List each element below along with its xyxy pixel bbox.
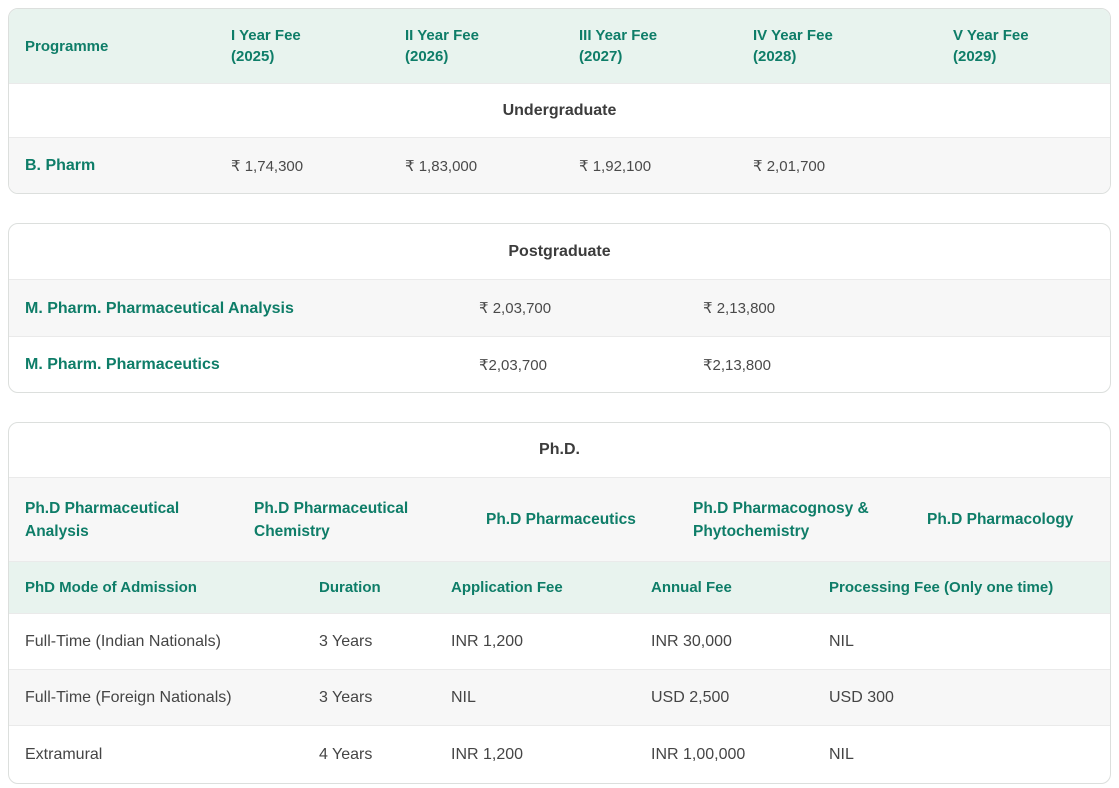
table-row-mpharm-pharmaceutics: M. Pharm. Pharmaceutics ₹2,03,700 ₹2,13,… xyxy=(9,336,1110,392)
fee-value: ₹2,03,700 xyxy=(479,356,547,374)
table-row-extramural: Extramural 4 Years INR 1,200 INR 1,00,00… xyxy=(9,725,1110,783)
annual-fee-value: INR 30,000 xyxy=(651,632,732,650)
column-header-application-fee: Application Fee xyxy=(451,579,563,596)
fee-value: ₹2,13,800 xyxy=(703,356,771,374)
year-fee-year: (2025) xyxy=(231,48,275,65)
table-row-b-pharm: B. Pharm ₹ 1,74,300 ₹ 1,83,000 ₹ 1,92,10… xyxy=(9,137,1110,193)
section-title-postgraduate: Postgraduate xyxy=(508,242,611,260)
fee-table-undergraduate: Programme I Year Fee (2025) II Year Fee … xyxy=(8,8,1111,194)
fee-value: ₹ 2,13,800 xyxy=(703,300,776,317)
column-header-year-1: I Year Fee (2025) xyxy=(231,25,405,67)
column-header-programme: Programme xyxy=(25,37,109,55)
phd-programmes-row: Ph.D Pharmaceutical Analysis Ph.D Pharma… xyxy=(9,477,1110,561)
column-header-year-3: III Year Fee (2027) xyxy=(579,25,753,67)
fee-table-phd: Ph.D. Ph.D Pharmaceutical Analysis Ph.D … xyxy=(8,422,1111,784)
year-fee-label: V Year Fee xyxy=(953,27,1029,44)
processing-fee-value: USD 300 xyxy=(829,688,894,706)
annual-fee-value: INR 1,00,000 xyxy=(651,745,746,763)
admission-mode: Full-Time (Foreign Nationals) xyxy=(25,688,232,706)
phd-programme-link[interactable]: Ph.D Pharmaceutical Chemistry xyxy=(254,499,409,540)
column-header-mode: PhD Mode of Admission xyxy=(25,579,197,596)
processing-fee-value: NIL xyxy=(829,745,854,763)
year-fee-year: (2029) xyxy=(953,48,997,65)
duration-value: 3 Years xyxy=(319,632,373,650)
annual-fee-value: USD 2,500 xyxy=(651,688,730,706)
column-header-year-5: V Year Fee (2029) xyxy=(953,25,1110,67)
fee-table-postgraduate: Postgraduate M. Pharm. Pharmaceutical An… xyxy=(8,223,1111,393)
column-header-processing-fee: Processing Fee (Only one time) xyxy=(829,579,1054,596)
year-fee-label: I Year Fee xyxy=(231,27,301,44)
column-header-annual-fee: Annual Fee xyxy=(651,579,732,596)
fee-value: ₹ 2,01,700 xyxy=(753,157,826,175)
table-row-fulltime-indian: Full-Time (Indian Nationals) 3 Years INR… xyxy=(9,613,1110,669)
phd-programme-link[interactable]: Ph.D Pharmaceutics xyxy=(486,511,636,528)
phd-programme-link[interactable]: Ph.D Pharmacology xyxy=(927,511,1074,528)
ug-header-row: Programme I Year Fee (2025) II Year Fee … xyxy=(9,9,1110,83)
duration-value: 4 Years xyxy=(319,745,373,763)
fee-value: ₹ 1,92,100 xyxy=(579,157,652,175)
year-fee-label: II Year Fee xyxy=(405,27,479,44)
admission-mode: Full-Time (Indian Nationals) xyxy=(25,632,221,650)
column-header-year-4: IV Year Fee (2028) xyxy=(753,25,953,67)
table-row-fulltime-foreign: Full-Time (Foreign Nationals) 3 Years NI… xyxy=(9,669,1110,725)
year-fee-year: (2026) xyxy=(405,48,449,65)
application-fee-value: INR 1,200 xyxy=(451,632,524,650)
phd-programme-link[interactable]: Ph.D Pharmacognosy & Phytochemistry xyxy=(693,499,869,540)
programme-link[interactable]: B. Pharm xyxy=(25,157,96,174)
programme-link[interactable]: M. Pharm. Pharmaceutics xyxy=(25,356,220,373)
admission-mode: Extramural xyxy=(25,745,103,763)
fee-value: ₹ 1,83,000 xyxy=(405,157,478,175)
year-fee-label: III Year Fee xyxy=(579,27,658,44)
year-fee-label: IV Year Fee xyxy=(753,27,833,44)
phd-header-row: PhD Mode of Admission Duration Applicati… xyxy=(9,561,1110,613)
section-title-undergraduate: Undergraduate xyxy=(9,83,1110,137)
programme-link[interactable]: M. Pharm. Pharmaceutical Analysis xyxy=(25,299,294,317)
column-header-duration: Duration xyxy=(319,579,381,596)
phd-programme-link[interactable]: Ph.D Pharmaceutical Analysis xyxy=(25,499,180,540)
section-title-phd: Ph.D. xyxy=(539,441,580,458)
processing-fee-value: NIL xyxy=(829,632,854,650)
table-row-mpharm-analysis: M. Pharm. Pharmaceutical Analysis ₹ 2,03… xyxy=(9,279,1110,336)
column-header-year-2: II Year Fee (2026) xyxy=(405,25,579,67)
application-fee-value: NIL xyxy=(451,688,476,706)
year-fee-year: (2027) xyxy=(579,48,623,65)
fee-value: ₹ 2,03,700 xyxy=(479,300,552,317)
year-fee-year: (2028) xyxy=(753,48,797,65)
duration-value: 3 Years xyxy=(319,688,373,706)
application-fee-value: INR 1,200 xyxy=(451,745,524,763)
fee-value: ₹ 1,74,300 xyxy=(231,157,304,175)
